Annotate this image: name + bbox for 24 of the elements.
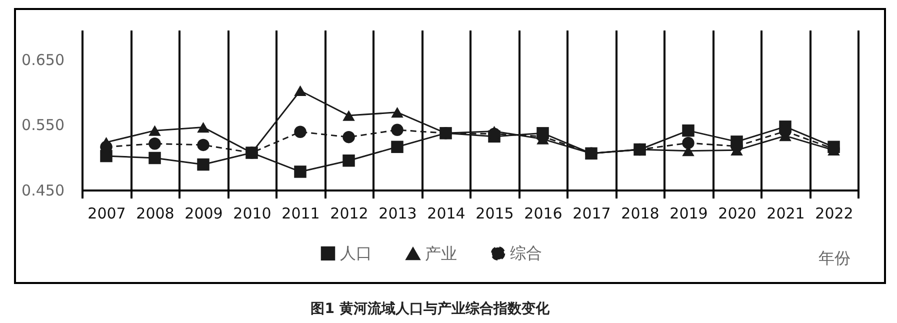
x-axis-title: 年份: [818, 248, 850, 268]
x-tick-label: 2017: [572, 204, 611, 222]
x-tick-label: 2020: [718, 204, 756, 222]
legend-label: 产业: [425, 244, 457, 263]
x-tick-label: 2009: [184, 204, 223, 222]
legend-label: 人口: [340, 243, 372, 262]
x-tick-label: 2007: [88, 204, 126, 222]
x-tick-label: 2014: [427, 204, 466, 222]
legend-label: 综合: [510, 243, 542, 262]
x-tick-label: 2008: [136, 204, 174, 222]
x-tick-label: 2011: [282, 204, 320, 222]
y-tick-label: 0.450: [22, 182, 64, 200]
x-tick-label: 2019: [670, 204, 708, 222]
x-tick-label: 2010: [233, 204, 272, 222]
x-tick-label: 2012: [330, 204, 368, 222]
y-tick-label: 0.550: [22, 116, 64, 134]
x-tick-label: 2021: [766, 204, 805, 222]
x-tick-label: 2016: [524, 204, 562, 222]
x-tick-label: 2013: [378, 204, 417, 222]
x-tick-label: 2018: [621, 204, 660, 222]
x-tick-label: 2022: [815, 204, 854, 222]
x-tick-label: 2015: [476, 204, 514, 222]
text: 图1 黄河流域人口与产业综合指数变化: [310, 300, 550, 317]
y-tick-label: 0.650: [22, 50, 64, 69]
